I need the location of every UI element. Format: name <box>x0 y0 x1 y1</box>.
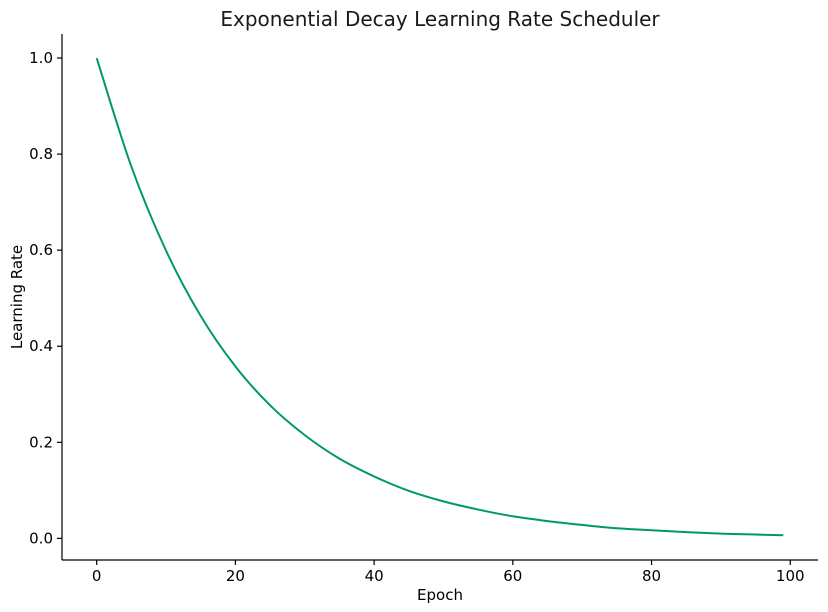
y-tick-label: 1.0 <box>29 49 53 67</box>
x-tick-label: 20 <box>226 567 245 585</box>
x-tick-label: 100 <box>776 567 805 585</box>
y-axis-title: Learning Rate <box>8 245 26 349</box>
x-tick-label: 60 <box>503 567 522 585</box>
x-axis-ticks: 0 20 40 60 80 100 <box>92 560 805 585</box>
x-tick-label: 40 <box>365 567 384 585</box>
plot-area <box>95 57 784 537</box>
y-axis-ticks: 0.0 0.2 0.4 0.6 0.8 1.0 <box>29 49 62 547</box>
chart-title: Exponential Decay Learning Rate Schedule… <box>220 7 660 31</box>
y-tick-label: 0.2 <box>29 433 53 451</box>
y-tick-label: 0.6 <box>29 241 53 259</box>
y-tick-label: 0.0 <box>29 529 53 547</box>
x-axis-title: Epoch <box>417 586 463 604</box>
x-tick-label: 80 <box>642 567 661 585</box>
learning-rate-series-line <box>95 57 784 537</box>
y-tick-label: 0.8 <box>29 145 53 163</box>
x-tick-label: 0 <box>92 567 102 585</box>
y-tick-label: 0.4 <box>29 337 53 355</box>
